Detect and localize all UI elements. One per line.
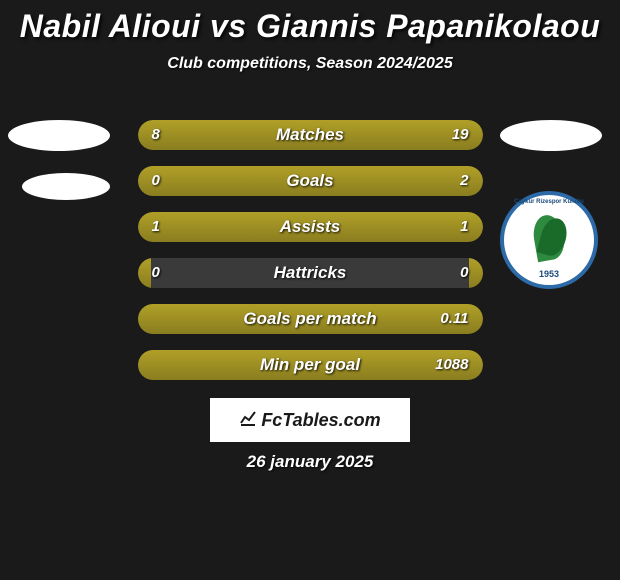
bar-stat-label: Assists [138,212,483,242]
page-subtitle: Club competitions, Season 2024/2025 [0,55,620,73]
stat-bar: 1088Min per goal [138,350,483,380]
bar-stat-label: Goals [138,166,483,196]
stat-bar: 11Assists [138,212,483,242]
site-logo: FcTables.com [210,398,410,442]
stats-area: Caykur Rizespor Kulubu 1953 819Matches 02… [0,120,620,396]
club-badge-name: Caykur Rizespor Kulubu [504,199,594,205]
chart-icon [239,409,257,432]
page-title: Nabil Alioui vs Giannis Papanikolaou [0,0,620,45]
left-badge-2-placeholder [22,173,110,200]
stat-bar: 02Goals [138,166,483,196]
right-club-badge: Caykur Rizespor Kulubu 1953 [500,191,598,289]
bar-stat-label: Hattricks [138,258,483,288]
bar-stat-label: Goals per match [138,304,483,334]
stat-bar: 0.11Goals per match [138,304,483,334]
comparison-bars: 819Matches 02Goals 11Assists 00Hattricks 0.1… [138,120,483,380]
club-badge-leaf-icon [519,210,579,270]
stat-bar: 00Hattricks [138,258,483,288]
left-badge-1-placeholder [8,120,110,151]
club-badge-year: 1953 [504,269,594,279]
stat-bar: 819Matches [138,120,483,150]
footer-date: 26 january 2025 [0,452,620,472]
comparison-infographic: Nabil Alioui vs Giannis Papanikolaou Clu… [0,0,620,580]
left-player-badges [8,120,110,200]
bar-stat-label: Min per goal [138,350,483,380]
site-label: FcTables.com [261,410,380,431]
right-badge-1-placeholder [500,120,602,151]
bar-stat-label: Matches [138,120,483,150]
right-player-badges: Caykur Rizespor Kulubu 1953 [500,120,602,289]
